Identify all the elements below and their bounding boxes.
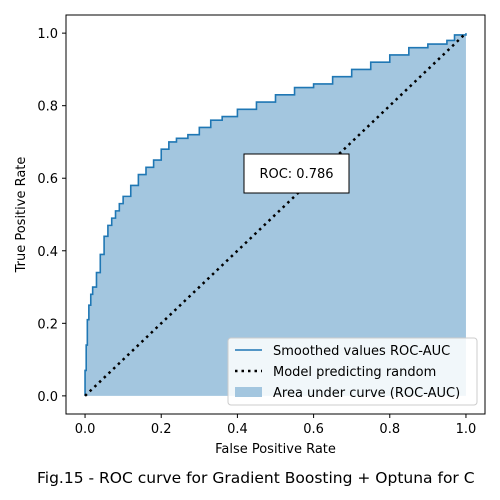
x-axis-label: False Positive Rate <box>215 442 336 457</box>
legend-label-roc: Smoothed values ROC-AUC <box>273 344 450 359</box>
y-tick-label: 1.0 <box>37 27 58 42</box>
y-axis-label: True Positive Rate <box>14 157 29 274</box>
legend-label-random: Model predicting random <box>273 365 436 380</box>
plot-layer <box>84 32 467 397</box>
legend: Smoothed values ROC-AUC Model predicting… <box>227 337 478 406</box>
axes-layer: 0.0 0.2 0.4 0.6 0.8 1.0 0.0 0.2 0.4 0.6 0.8 1.0 <box>37 14 486 437</box>
legend-swatch-area <box>235 387 262 397</box>
plot-frame <box>65 14 486 415</box>
legend-label-area: Area under curve (ROC-AUC) <box>273 386 460 401</box>
x-tick-label: 0.0 <box>75 422 96 437</box>
roc-curve-line <box>84 33 467 396</box>
x-tick-label: 0.4 <box>227 422 248 437</box>
roc-annotation-text: ROC: 0.786 <box>259 167 333 182</box>
y-tick-label: 0.6 <box>37 172 58 187</box>
x-tick-label: 0.6 <box>303 422 324 437</box>
y-tick-label: 0.4 <box>37 245 58 260</box>
y-tick-label: 0.0 <box>37 390 58 405</box>
y-tick-label: 0.2 <box>37 317 58 332</box>
roc-annotation-box: ROC: 0.786 <box>243 153 350 194</box>
legend-frame <box>227 337 478 406</box>
figure-caption: Fig.15 - ROC curve for Gradient Boosting… <box>37 469 475 487</box>
y-tick-label: 0.8 <box>37 100 58 115</box>
x-tick-label: 1.0 <box>456 422 477 437</box>
x-tick-label: 0.8 <box>379 422 400 437</box>
x-tick-label: 0.2 <box>151 422 172 437</box>
roc-annotation-frame <box>243 153 350 194</box>
